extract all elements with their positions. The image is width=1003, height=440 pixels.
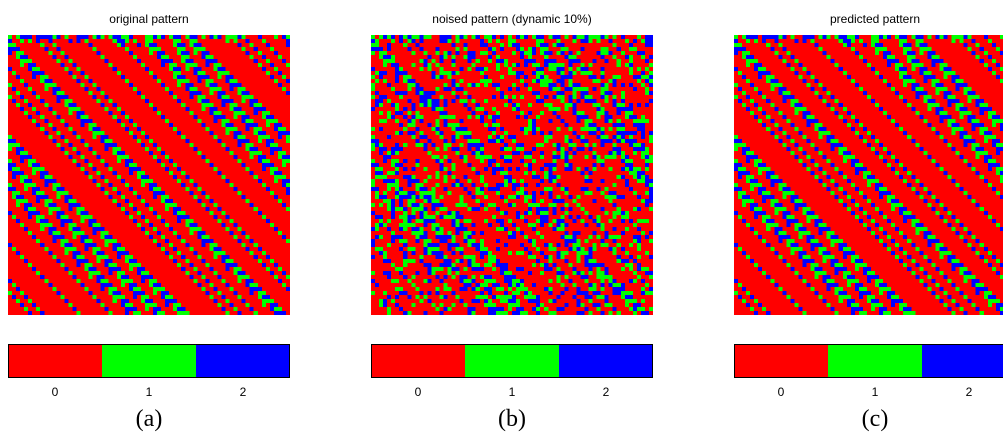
colorbar	[734, 344, 1003, 378]
colorbar-segment-2	[921, 345, 1003, 377]
panel-predicted: predicted pattern 0 1 2 (c)	[734, 0, 1003, 440]
pattern-image	[734, 35, 1003, 315]
pattern-image	[371, 35, 653, 315]
panel-title: noised pattern (dynamic 10%)	[432, 12, 592, 26]
colorbar-tick-label: 1	[145, 385, 153, 399]
colorbar	[8, 344, 290, 378]
colorbar-segment-1	[828, 345, 922, 377]
panel-original: original pattern 0 1 2 (a)	[8, 0, 290, 440]
colorbar-segment-0	[735, 345, 829, 377]
colorbar-tick-label: 0	[414, 385, 422, 399]
panel-noised: noised pattern (dynamic 10%) 0 1 2 (b)	[371, 0, 653, 440]
colorbar-tick-label: 1	[508, 385, 516, 399]
colorbar-segment-2	[195, 345, 289, 377]
panel-title: predicted pattern	[829, 12, 921, 26]
colorbar-segment-1	[465, 345, 559, 377]
colorbar-tick-label: 2	[239, 385, 247, 399]
colorbar-segment-1	[102, 345, 196, 377]
colorbar-segment-0	[372, 345, 466, 377]
colorbar-tick-label: 1	[871, 385, 879, 399]
colorbar	[371, 344, 653, 378]
colorbar-segment-0	[9, 345, 103, 377]
panel-caption: (b)	[498, 406, 526, 432]
colorbar-segment-2	[558, 345, 652, 377]
colorbar-tick-label: 0	[51, 385, 59, 399]
pattern-image	[8, 35, 290, 315]
colorbar-tick-label: 2	[965, 385, 973, 399]
colorbar-tick-label: 2	[602, 385, 610, 399]
panel-caption: (a)	[135, 406, 163, 432]
panel-caption: (c)	[861, 406, 889, 432]
colorbar-tick-label: 0	[777, 385, 785, 399]
panel-title: original pattern	[109, 12, 189, 26]
